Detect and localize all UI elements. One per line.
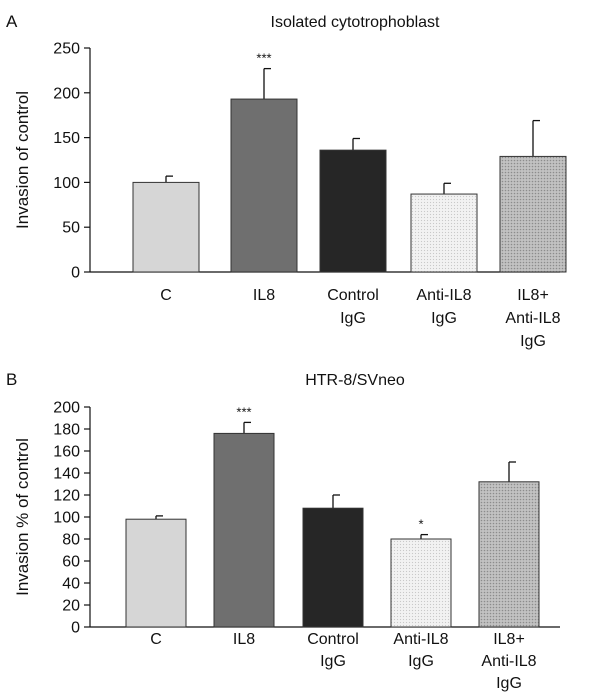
y-axis-label: Invasion of control xyxy=(13,91,32,229)
bar-5 xyxy=(499,155,567,273)
category-label-line: Control xyxy=(307,631,359,648)
panel-letter: A xyxy=(6,12,18,31)
bar-1 xyxy=(132,181,200,273)
y-axis-label: Invasion % of control xyxy=(13,438,32,596)
chart-panel-a: A Isolated cytotrophoblast Invasion of con… xyxy=(6,12,567,350)
chart-title: HTR-8/SVneo xyxy=(305,372,405,389)
category-label: IL8 xyxy=(253,287,275,304)
y-tick-label: 150 xyxy=(53,130,80,147)
y-tick-label: 100 xyxy=(53,510,80,527)
category-label-line: IgG xyxy=(320,653,346,670)
significance-label: *** xyxy=(236,404,251,419)
y-tick-label: 40 xyxy=(62,576,80,593)
panel-letter: B xyxy=(6,370,17,389)
category-label-line: Anti-IL8 xyxy=(416,287,471,304)
category-label: Anti-IL8 IgG xyxy=(393,631,448,670)
y-tick-label: 0 xyxy=(71,265,80,282)
y-tick-label: 200 xyxy=(53,400,80,417)
y-tick-label: 180 xyxy=(53,422,80,439)
bar-1 xyxy=(125,518,187,628)
significance-label: *** xyxy=(256,51,271,66)
category-label-line: IgG xyxy=(408,653,434,670)
category-label-line: IL8+ xyxy=(493,631,525,648)
significance-label: * xyxy=(418,517,423,532)
bar-2 xyxy=(213,432,275,628)
y-tick-label: 140 xyxy=(53,466,80,483)
category-label: IL8+ Anti-IL8 IgG xyxy=(481,631,536,692)
category-label-line: Anti-IL8 xyxy=(393,631,448,648)
category-label-line: IgG xyxy=(496,675,522,692)
chart-panel-b: B HTR-8/SVneo Invasion % of control 0 20 40 60… xyxy=(6,370,560,692)
category-label: Control IgG xyxy=(327,287,379,327)
y-tick-label: 20 xyxy=(62,598,80,615)
bar-4 xyxy=(410,193,478,273)
category-label-line: C xyxy=(160,287,172,304)
category-label-line: Anti-IL8 xyxy=(481,653,536,670)
y-tick-label: 100 xyxy=(53,175,80,192)
bar-3 xyxy=(319,149,387,273)
category-label: C xyxy=(160,287,172,304)
category-label-line: C xyxy=(150,631,162,648)
bar-5 xyxy=(478,481,540,628)
category-label: IL8 xyxy=(233,631,255,648)
category-label: Control IgG xyxy=(307,631,359,670)
y-tick-label: 80 xyxy=(62,532,80,549)
y-tick-label: 200 xyxy=(53,85,80,102)
y-tick-label: 50 xyxy=(62,220,80,237)
category-label: IL8+ Anti-IL8 IgG xyxy=(505,287,560,350)
category-label-line: IL8 xyxy=(253,287,275,304)
category-label-line: Anti-IL8 xyxy=(505,310,560,327)
bar-4 xyxy=(390,538,452,628)
category-label: Anti-IL8 IgG xyxy=(416,287,471,327)
y-tick-label: 0 xyxy=(71,620,80,637)
category-label: C xyxy=(150,631,162,648)
category-label-line: IgG xyxy=(431,310,457,327)
y-tick-label: 160 xyxy=(53,444,80,461)
category-label-line: Control xyxy=(327,287,379,304)
category-label-line: IL8 xyxy=(233,631,255,648)
bar-3 xyxy=(302,507,364,628)
category-label-line: IL8+ xyxy=(517,287,549,304)
bar-2 xyxy=(230,98,298,273)
category-label-line: IgG xyxy=(520,333,546,350)
y-tick-label: 120 xyxy=(53,488,80,505)
chart-title: Isolated cytotrophoblast xyxy=(271,14,441,31)
y-tick-label: 250 xyxy=(53,41,80,58)
y-tick-label: 60 xyxy=(62,554,80,571)
category-label-line: IgG xyxy=(340,310,366,327)
